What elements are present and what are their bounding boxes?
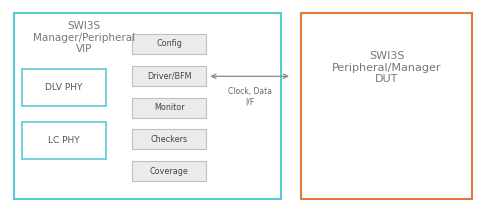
Bar	[132, 98, 206, 118]
Bar	[22, 122, 106, 159]
Bar	[22, 69, 106, 106]
Text: Checkers: Checkers	[151, 135, 188, 144]
Text: LC PHY: LC PHY	[48, 136, 79, 145]
Bar	[301, 13, 472, 199]
Text: SWI3S
Peripheral/Manager
DUT: SWI3S Peripheral/Manager DUT	[332, 51, 442, 84]
Text: Clock, Data
I/F: Clock, Data I/F	[228, 87, 272, 106]
Text: SWI3S
Manager/Peripheral
VIP: SWI3S Manager/Peripheral VIP	[33, 21, 135, 54]
Bar	[132, 161, 206, 181]
Bar	[14, 13, 281, 199]
Text: Coverage: Coverage	[150, 167, 189, 176]
Text: DLV PHY: DLV PHY	[45, 83, 82, 92]
Bar	[132, 66, 206, 86]
Text: Config: Config	[156, 39, 182, 49]
Text: Monitor: Monitor	[154, 103, 184, 112]
Bar	[132, 34, 206, 54]
Bar	[132, 129, 206, 149]
Text: Driver/BFM: Driver/BFM	[147, 71, 192, 80]
